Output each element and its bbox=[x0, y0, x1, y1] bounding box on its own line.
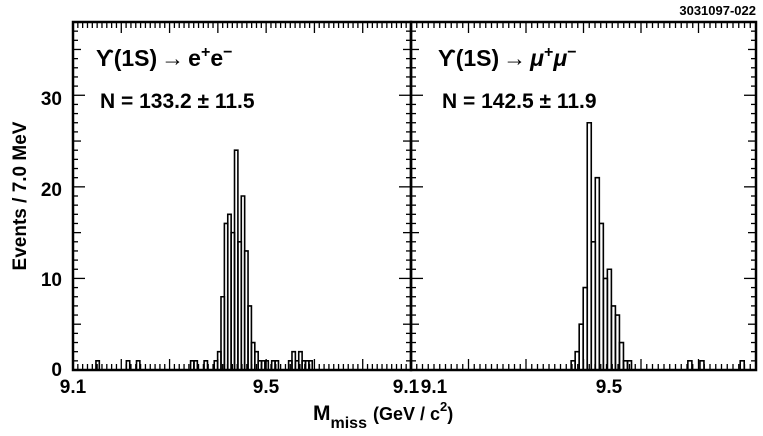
x-tick-label: 9.1 bbox=[60, 377, 87, 398]
left-charge-1: + bbox=[201, 44, 210, 61]
x-tick-label: 9.1 bbox=[421, 377, 448, 398]
x-tick-label: 9.5 bbox=[596, 377, 623, 398]
y-tick-label: 20 bbox=[41, 180, 62, 201]
right-charge-2: − bbox=[567, 44, 576, 61]
x-axis-label: Mmiss (GeV / c2) bbox=[313, 399, 453, 432]
left-final-1: e bbox=[188, 45, 201, 71]
left-decay-prefix: ϒ(1S) bbox=[96, 45, 157, 71]
left-histogram bbox=[95, 149, 314, 370]
right-decay-title: ϒ(1S) → μ+μ− bbox=[438, 44, 577, 71]
left-histogram-bin-30 bbox=[308, 360, 314, 370]
left-final-2: e bbox=[210, 45, 223, 71]
x-axis-main: M bbox=[313, 402, 331, 425]
y-tick-label: 0 bbox=[51, 360, 62, 381]
left-histogram-bin-1 bbox=[125, 360, 131, 370]
right-histogram-bin-14 bbox=[626, 360, 633, 370]
x-axis-unit-close: ) bbox=[447, 404, 453, 424]
figure-id: 3031097-022 bbox=[679, 3, 756, 18]
right-final-1: μ bbox=[529, 45, 544, 71]
right-histogram-bin-16 bbox=[699, 360, 705, 370]
left-histogram-bin-4 bbox=[193, 360, 199, 370]
left-histogram-bin-2 bbox=[135, 360, 141, 370]
x-tick-label: 9.1 bbox=[393, 377, 420, 398]
right-histogram-bin-12 bbox=[618, 341, 625, 370]
left-decay-arrow: → bbox=[161, 45, 184, 71]
y-tick-label: 30 bbox=[41, 89, 62, 110]
left-histogram-bin-23 bbox=[274, 360, 280, 370]
left-histogram-bin-16 bbox=[247, 305, 253, 370]
left-fit-result: N = 133.2 ± 11.5 bbox=[100, 90, 255, 113]
x-tick-label: 9.5 bbox=[253, 377, 280, 398]
axis-ticks bbox=[73, 22, 756, 370]
x-axis-sub: miss bbox=[331, 415, 368, 432]
right-histogram-bin-15 bbox=[687, 360, 693, 370]
left-histogram-bin-21 bbox=[264, 360, 270, 370]
right-charge-1: + bbox=[544, 44, 553, 61]
x-axis-unit-sup: 2 bbox=[440, 399, 447, 414]
left-charge-2: − bbox=[223, 44, 232, 61]
right-final-2: μ bbox=[552, 45, 567, 71]
right-decay-prefix: ϒ(1S) bbox=[438, 45, 499, 71]
right-decay-arrow: → bbox=[503, 45, 526, 71]
y-axis-label: Events / 7.0 MeV bbox=[10, 121, 31, 270]
y-tick-label: 10 bbox=[41, 270, 62, 291]
left-histogram-bin-5 bbox=[203, 360, 209, 370]
right-fit-result: N = 142.5 ± 11.9 bbox=[442, 90, 597, 113]
right-histogram bbox=[570, 121, 746, 370]
left-histogram-bin-0 bbox=[95, 360, 101, 370]
right-histogram-bin-17 bbox=[739, 360, 746, 370]
x-axis-unit-open: (GeV / c bbox=[373, 404, 440, 424]
left-decay-title: ϒ(1S) → e+e− bbox=[96, 44, 232, 71]
